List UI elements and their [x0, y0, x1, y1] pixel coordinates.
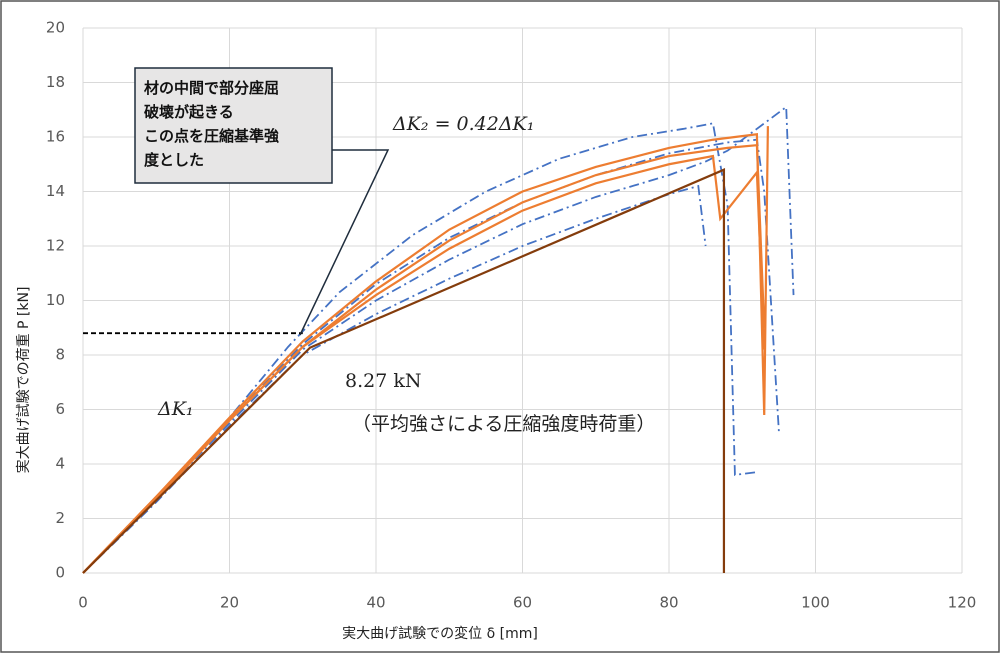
series-line [82, 105, 795, 574]
x-tick-label: 40 [366, 594, 385, 612]
y-tick-label: 16 [46, 128, 65, 146]
y-tick-label: 20 [46, 19, 65, 37]
series-line [82, 168, 726, 574]
x-tick-label: 100 [801, 594, 830, 612]
x-tick-label: 80 [659, 594, 678, 612]
annotation: ΔK₁ [157, 398, 194, 420]
series-line [82, 126, 769, 574]
x-axis-label: 実大曲げ試験での変位 δ [mm] [342, 625, 538, 642]
x-tick-label: 0 [78, 594, 88, 612]
y-tick-label: 18 [46, 73, 65, 91]
y-tick-label: 2 [55, 509, 65, 527]
callout-text: 度とした [144, 151, 204, 169]
y-tick-label: 6 [55, 400, 65, 418]
y-tick-label: 14 [46, 182, 65, 200]
x-tick-label: 20 [220, 594, 239, 612]
callout-text: 破壊が起きる [144, 103, 234, 121]
callout-text: 材の中間で部分座屈 [144, 79, 279, 97]
annotation: ΔK₂ = 0.42ΔK₁ [392, 113, 534, 135]
x-tick-label: 120 [948, 594, 977, 612]
y-axis-label: 実大曲げ試験での荷重 P [kN] [16, 287, 32, 474]
x-tick-label: 60 [513, 594, 532, 612]
annotation: （平均強さによる圧縮強度時荷重） [352, 413, 655, 435]
y-tick-label: 10 [46, 291, 65, 309]
series-line [82, 184, 707, 574]
y-tick-label: 4 [55, 455, 65, 473]
lines [82, 105, 795, 574]
callout-box [134, 67, 333, 184]
series-line [82, 122, 758, 574]
y-tick-label: 0 [55, 564, 65, 582]
callout-text: この点を圧縮基準強 [144, 127, 279, 145]
y-tick-label: 8 [55, 346, 65, 364]
callout-pointer [299, 149, 390, 336]
annotation: 8.27 kN [345, 370, 421, 392]
y-tick-label: 12 [46, 237, 65, 255]
series-line [82, 143, 766, 574]
